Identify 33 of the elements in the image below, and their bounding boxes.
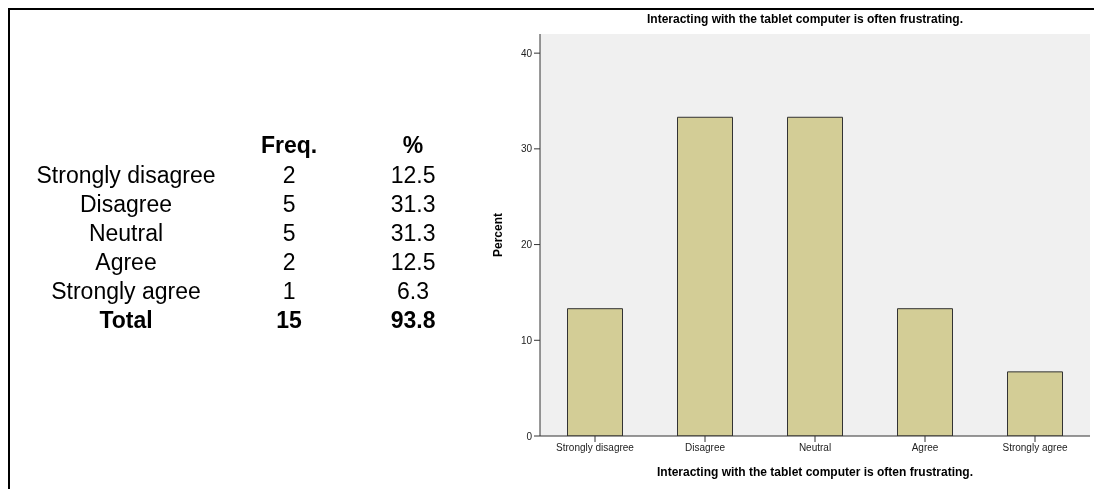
data-label: 5 [281,219,297,248]
data-label: 12.5 [389,161,437,190]
x-tick-label: Strongly agree [1002,442,1068,454]
category-label: Neutral [87,219,165,248]
x-tick-label: Neutral [798,442,832,454]
y-axis-title: Percent [491,212,506,258]
x-tick-label: Agree [911,442,939,454]
data-label: 5 [281,190,297,219]
y-tick-label: 0 [526,430,533,442]
category-label: Disagree [78,190,173,219]
text: Freq. [259,131,319,160]
data-label: 2 [281,248,297,277]
data-label: 1 [281,277,297,306]
data-label: 12.5 [389,248,437,277]
category-label: Agree [94,248,158,277]
x-axis-title: Interacting with the tablet computer is often frustrating. [656,465,974,479]
y-tick-label: 10 [520,334,533,346]
data-label: 31.3 [389,219,437,248]
chart-title: Interacting with the tablet computer is often frustrating. [646,11,964,28]
y-tick-label: 30 [520,143,533,155]
text: % [401,131,425,160]
data-label: 93.8 [389,306,437,335]
category-label: Total [98,306,154,335]
data-label: 2 [281,161,297,190]
x-tick-label: Disagree [684,442,726,454]
data-label: 15 [275,306,303,335]
y-tick-label: 40 [520,47,533,59]
data-label: 6.3 [396,277,431,306]
data-label: 31.3 [389,190,437,219]
x-tick-label: Strongly disagree [556,442,635,454]
category-label: Strongly agree [50,277,202,306]
y-tick-label: 20 [520,239,533,251]
category-label: Strongly disagree [35,161,217,190]
